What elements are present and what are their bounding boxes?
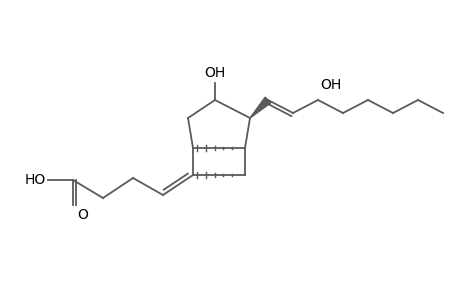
Text: O: O xyxy=(77,208,88,222)
Polygon shape xyxy=(249,97,270,118)
Text: OH: OH xyxy=(319,78,341,92)
Text: HO: HO xyxy=(25,173,46,187)
Text: OH: OH xyxy=(204,66,225,80)
